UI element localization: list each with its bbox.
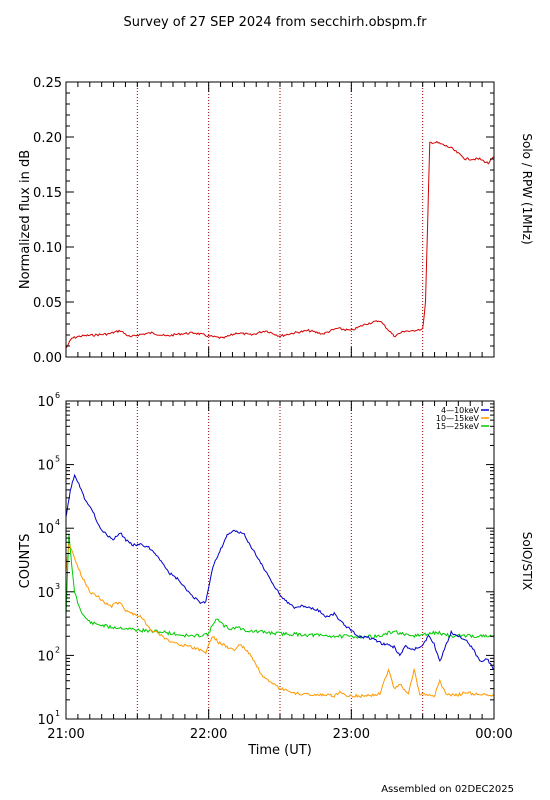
stix-y-tick-exponent: 1 (55, 709, 60, 718)
figure-title: Survey of 27 SEP 2024 from secchirh.obsp… (123, 15, 427, 30)
rpw-x-axis (65, 82, 495, 357)
stix-x-tick-label: 21:00 (47, 727, 84, 742)
rpw-y-tick-label: 0.10 (33, 241, 62, 256)
stix-y-tick-label: 10 (37, 713, 54, 728)
stix-10-15kev-series-line (65, 543, 495, 699)
stix-4-10kev-series-line (65, 473, 495, 670)
stix-instrument-label: SolO/STIX (520, 532, 534, 591)
rpw-y-tick-label: 0.00 (33, 351, 62, 366)
stix-y-tick-label: 10 (37, 586, 54, 601)
stix-y-tick-exponent: 4 (55, 518, 60, 527)
rpw-y-tick-label: 0.05 (33, 296, 62, 311)
stix-x-tick-label: 23:00 (333, 727, 370, 742)
x-axis-label: Time (UT) (247, 743, 312, 758)
stix-y-tick-label: 10 (37, 395, 54, 410)
stix-x-tick-label: 00:00 (475, 727, 512, 742)
rpw-series-line (65, 140, 495, 349)
stix-legend-label: 10—15keV (436, 414, 480, 423)
stix-y-tick-exponent: 6 (55, 391, 60, 400)
rpw-y-axis-label: Normalized flux in dB (18, 150, 33, 289)
rpw-plot-frame (65, 81, 495, 358)
rpw-y-tick-label: 0.20 (33, 131, 62, 146)
stix-y-tick-exponent: 5 (55, 455, 60, 464)
rpw-instrument-label: Solo / RPW (1MHz) (520, 133, 534, 244)
rpw-y-tick-label: 0.15 (33, 186, 62, 201)
assembled-footer: Assembled on 02DEC2025 (381, 784, 514, 795)
stix-y-tick-exponent: 2 (55, 645, 60, 654)
stix-legend-label: 4—10keV (441, 406, 480, 415)
stix-dotted-lines (136, 401, 424, 719)
stix-legend-label: 15—25keV (436, 422, 480, 431)
stix-y-tick-exponent: 3 (55, 582, 60, 591)
rpw-y-axis: 0.00 0.05 0.10 0.15 0.20 0.25 (33, 76, 494, 366)
stix-y-tick-label: 10 (37, 459, 54, 474)
rpw-dotted-lines (136, 82, 424, 357)
rpw-panel: 0.00 0.05 0.10 0.15 0.20 0.25 Normalized flux… (18, 76, 534, 366)
stix-y-tick-label: 10 (37, 649, 54, 664)
stix-series (65, 473, 495, 699)
stix-y-axis-label: COUNTS (18, 534, 33, 589)
stix-x-tick-label: 22:00 (190, 727, 227, 742)
stix-y-tick-label: 10 (37, 522, 54, 537)
rpw-y-tick-label: 0.25 (33, 76, 62, 91)
stix-15-25kev-series-line (65, 534, 495, 640)
stix-x-axis: 21:00 22:00 23:00 00:00 (47, 401, 513, 742)
rpw-series (65, 140, 495, 349)
